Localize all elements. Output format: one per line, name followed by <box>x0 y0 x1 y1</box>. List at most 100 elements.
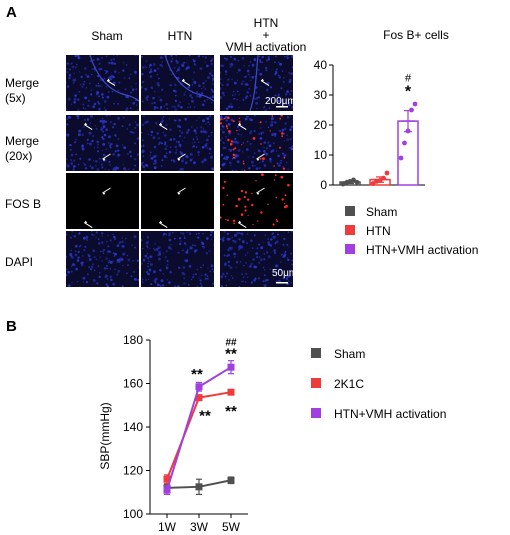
nucleus <box>161 119 165 122</box>
nucleus <box>233 240 237 244</box>
nucleus <box>227 264 230 267</box>
nucleus <box>261 55 264 59</box>
nucleus <box>225 155 229 159</box>
fos-positive-cell <box>232 148 235 151</box>
fos-positive-cell <box>229 142 233 146</box>
fos-positive-cell <box>252 224 254 226</box>
nucleus <box>173 105 176 109</box>
nucleus <box>179 168 182 171</box>
data-point <box>227 476 235 484</box>
nucleus <box>253 130 256 132</box>
nucleus <box>161 159 164 162</box>
fos-positive-cell <box>228 130 231 133</box>
row-label-merge-20x-line2: (20x) <box>5 149 33 163</box>
nucleus <box>161 61 164 63</box>
nucleus <box>201 242 205 245</box>
data-point <box>163 486 171 494</box>
nucleus <box>272 235 276 239</box>
nucleus <box>69 68 72 71</box>
nucleus <box>105 86 108 88</box>
nucleus <box>96 150 100 153</box>
y-tick-label: 0 <box>320 178 327 192</box>
nucleus <box>177 104 180 108</box>
nucleus <box>94 70 96 72</box>
nucleus <box>84 245 87 248</box>
nucleus <box>284 251 286 253</box>
nucleus <box>82 107 85 109</box>
nucleus <box>153 101 156 104</box>
nucleus <box>268 107 271 109</box>
nucleus <box>101 127 103 129</box>
nucleus <box>241 168 244 171</box>
nucleus <box>257 277 260 280</box>
nucleus <box>102 143 106 146</box>
nucleus <box>282 80 285 84</box>
nucleus <box>170 55 173 57</box>
nucleus <box>188 265 192 268</box>
nucleus <box>93 234 95 236</box>
nucleus <box>274 94 277 97</box>
nucleus <box>191 100 193 102</box>
nucleus <box>66 255 68 258</box>
nucleus <box>246 148 249 151</box>
nucleus <box>178 135 182 138</box>
nucleus <box>83 163 87 166</box>
nucleus <box>267 58 271 61</box>
nucleus <box>142 155 145 157</box>
nucleus <box>69 149 72 151</box>
arrow-head <box>238 122 242 126</box>
nucleus <box>263 274 266 277</box>
nucleus <box>277 99 281 103</box>
arrow-head <box>107 78 111 82</box>
nucleus <box>286 138 289 142</box>
nucleus <box>141 55 143 58</box>
fos-positive-cell <box>243 160 245 162</box>
nucleus <box>254 97 256 100</box>
nucleus <box>228 132 231 135</box>
nucleus <box>267 142 269 144</box>
nucleus <box>109 260 113 264</box>
nucleus <box>286 243 289 246</box>
nucleus <box>149 75 153 78</box>
nucleus <box>91 139 94 143</box>
nucleus <box>264 66 268 70</box>
fos-positive-cell <box>271 115 274 117</box>
nucleus <box>206 147 208 149</box>
nucleus <box>98 95 100 98</box>
nucleus <box>183 282 186 285</box>
nucleus <box>98 161 100 163</box>
nucleus <box>289 93 291 95</box>
micrograph-texture <box>141 115 214 171</box>
nucleus <box>108 144 112 147</box>
nucleus <box>258 243 260 246</box>
nucleus <box>238 106 240 109</box>
nucleus <box>118 242 121 244</box>
nucleus <box>94 124 97 127</box>
nucleus <box>160 56 163 59</box>
nucleus <box>110 278 113 282</box>
nucleus <box>291 263 293 266</box>
nucleus <box>275 71 278 75</box>
nucleus <box>145 164 148 167</box>
nucleus <box>226 237 230 241</box>
fos-positive-cell <box>284 194 287 197</box>
nucleus <box>259 60 262 63</box>
nucleus <box>258 55 261 58</box>
nucleus <box>149 157 152 160</box>
fos-positive-cell <box>225 125 228 128</box>
nucleus <box>97 75 100 78</box>
nucleus <box>147 262 149 265</box>
nucleus <box>144 121 147 124</box>
nucleus <box>165 266 169 270</box>
nucleus <box>280 160 282 162</box>
nucleus <box>254 277 257 280</box>
nucleus <box>242 142 245 144</box>
nucleus <box>75 267 78 271</box>
nucleus <box>211 90 214 93</box>
fos-positive-cell <box>238 117 241 119</box>
y-tick-label: 160 <box>123 377 143 391</box>
nucleus <box>225 57 228 61</box>
nucleus <box>179 146 182 148</box>
line-chart-legend: Sham 2K1C HTN+VMH activation <box>311 347 446 421</box>
